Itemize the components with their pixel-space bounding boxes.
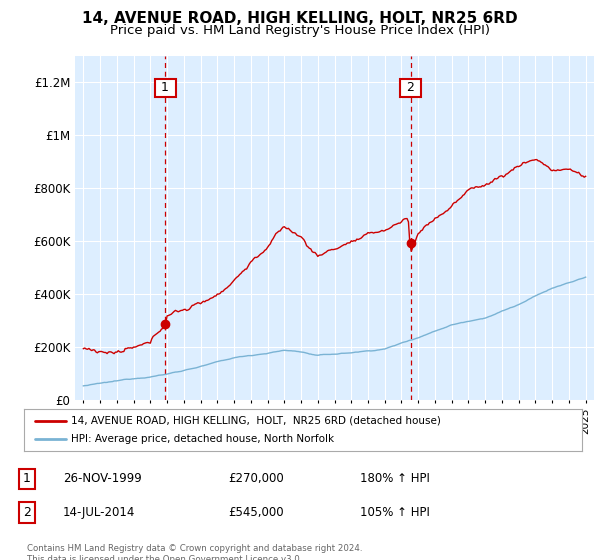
Text: 1: 1 xyxy=(157,81,173,94)
Text: 1: 1 xyxy=(23,472,31,486)
Text: £545,000: £545,000 xyxy=(228,506,284,519)
Text: 14-JUL-2014: 14-JUL-2014 xyxy=(63,506,136,519)
Text: £270,000: £270,000 xyxy=(228,472,284,486)
Text: 14, AVENUE ROAD, HIGH KELLING,  HOLT,  NR25 6RD (detached house): 14, AVENUE ROAD, HIGH KELLING, HOLT, NR2… xyxy=(71,416,442,426)
Text: 26-NOV-1999: 26-NOV-1999 xyxy=(63,472,142,486)
Text: Price paid vs. HM Land Registry's House Price Index (HPI): Price paid vs. HM Land Registry's House … xyxy=(110,24,490,36)
Text: HPI: Average price, detached house, North Norfolk: HPI: Average price, detached house, Nort… xyxy=(71,435,335,445)
Text: Contains HM Land Registry data © Crown copyright and database right 2024.
This d: Contains HM Land Registry data © Crown c… xyxy=(27,544,362,560)
Text: 180% ↑ HPI: 180% ↑ HPI xyxy=(360,472,430,486)
Text: 14, AVENUE ROAD, HIGH KELLING, HOLT, NR25 6RD: 14, AVENUE ROAD, HIGH KELLING, HOLT, NR2… xyxy=(82,11,518,26)
Text: 105% ↑ HPI: 105% ↑ HPI xyxy=(360,506,430,519)
Text: 2: 2 xyxy=(403,81,418,94)
Text: 2: 2 xyxy=(23,506,31,519)
